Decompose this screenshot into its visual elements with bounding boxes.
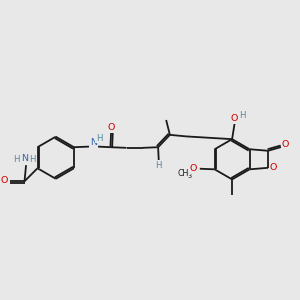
Text: H: H [13, 155, 20, 164]
Text: CH: CH [177, 169, 188, 178]
Text: O: O [270, 163, 277, 172]
Text: 3: 3 [188, 172, 192, 178]
Text: H: H [155, 161, 162, 170]
Text: O: O [107, 123, 115, 132]
Text: O: O [190, 164, 197, 173]
Text: H: H [30, 155, 36, 164]
Text: O: O [281, 140, 289, 149]
Text: O: O [1, 176, 8, 185]
Text: N: N [90, 138, 97, 147]
Text: H: H [239, 110, 245, 119]
Text: H: H [96, 134, 103, 143]
Text: O: O [230, 114, 238, 123]
Text: N: N [21, 154, 28, 163]
Text: O: O [189, 164, 197, 173]
